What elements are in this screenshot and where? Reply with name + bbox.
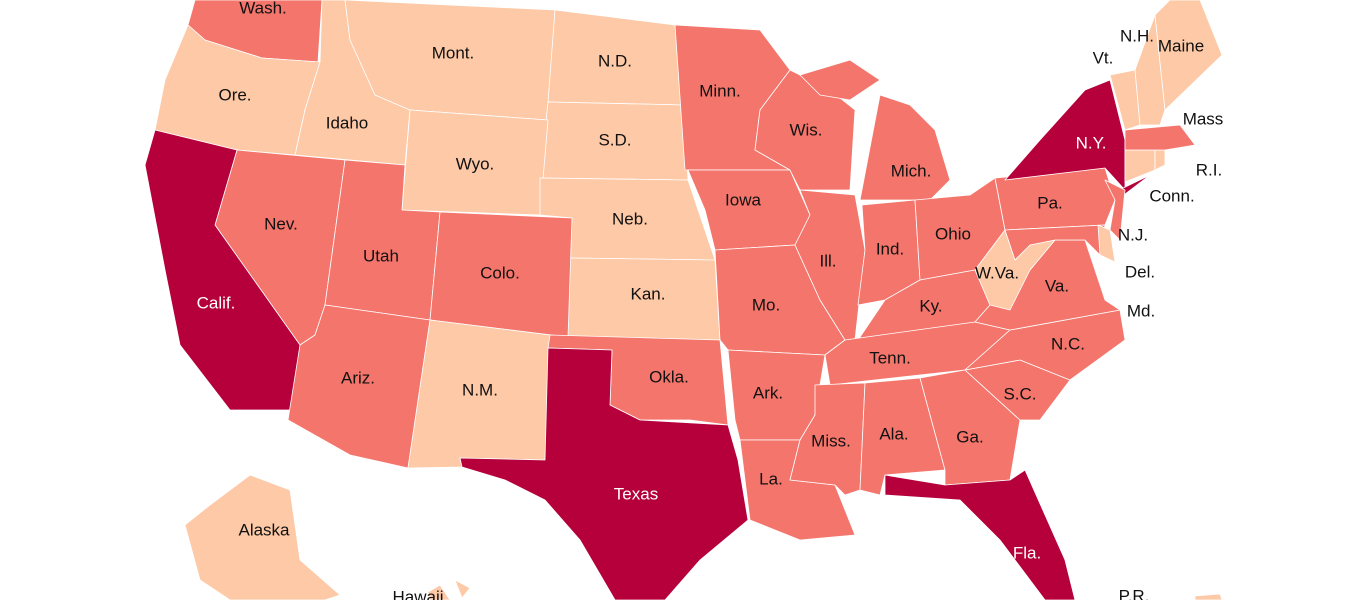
state-label: Ark. [753, 383, 783, 402]
state-label: Minn. [699, 81, 741, 100]
state-label: La. [759, 469, 783, 488]
state-label: R.I. [1196, 160, 1222, 179]
state-shape [859, 94, 951, 201]
state-label: Ga. [956, 427, 983, 446]
state-label: Wyo. [456, 154, 495, 173]
state-label: S.C. [1003, 384, 1036, 403]
state-label: S.D. [598, 130, 631, 149]
state-shape [1097, 224, 1116, 263]
state-label: Wis. [789, 120, 822, 139]
state-label: N.J. [1118, 225, 1148, 244]
state-shape [799, 59, 881, 101]
state-label: Tenn. [869, 348, 911, 367]
state-shape [1194, 593, 1223, 600]
state-label: Okla. [649, 367, 689, 386]
state-label: Mich. [891, 161, 932, 180]
state-label: N.Y. [1076, 133, 1107, 152]
state-shape [1104, 179, 1126, 241]
state-shape [1154, 0, 1223, 111]
state-shape [459, 347, 749, 600]
state-shape [1004, 79, 1126, 191]
state-label: Fla. [1013, 543, 1041, 562]
state-label: Ore. [218, 85, 251, 104]
state-label: Del. [1125, 262, 1155, 281]
state-label: Va. [1045, 276, 1069, 295]
state-label: N.C. [1051, 334, 1085, 353]
state-label: Miss. [811, 431, 851, 450]
state-shape [184, 474, 341, 600]
state-shape [454, 579, 471, 599]
state-label: Hawaii [392, 587, 443, 600]
state-label: Mont. [432, 43, 475, 62]
state-label: Ala. [879, 424, 908, 443]
state-label: Mass [1183, 109, 1224, 128]
state-label: Mo. [752, 295, 780, 314]
state-shape [1124, 124, 1196, 151]
state-label: Pa. [1037, 193, 1063, 212]
state-label: Calif. [197, 293, 236, 312]
state-label: Md. [1127, 301, 1155, 320]
state-label: Idaho [326, 113, 369, 132]
state-label: Neb. [612, 209, 648, 228]
state-label: Kan. [631, 284, 666, 303]
state-label: Nev. [264, 214, 298, 233]
state-label: N.H. [1120, 26, 1154, 45]
state-shape [884, 469, 1076, 600]
state-label: Ill. [820, 251, 837, 270]
state-shape [427, 584, 451, 600]
state-label: Conn. [1149, 186, 1194, 205]
state-label: Ind. [876, 239, 904, 258]
state-label: P.R. [1119, 586, 1150, 600]
state-shape [1124, 149, 1156, 183]
state-label: Vt. [1093, 48, 1114, 67]
state-label: Ohio [935, 224, 971, 243]
state-label: Texas [614, 484, 658, 503]
state-label: Ariz. [341, 368, 375, 387]
state-label: N.D. [598, 51, 632, 70]
state-shape [1154, 149, 1166, 171]
state-label: Colo. [480, 263, 520, 282]
state-label: N.M. [462, 380, 498, 399]
state-label: Ky. [919, 296, 942, 315]
state-label: Utah [363, 246, 399, 265]
state-label: Alaska [238, 520, 290, 539]
state-label: Maine [1158, 36, 1204, 55]
state-label: Iowa [725, 190, 761, 209]
state-shape [144, 129, 301, 411]
state-label: W.Va. [975, 263, 1019, 282]
state-label: Wash. [239, 0, 287, 17]
